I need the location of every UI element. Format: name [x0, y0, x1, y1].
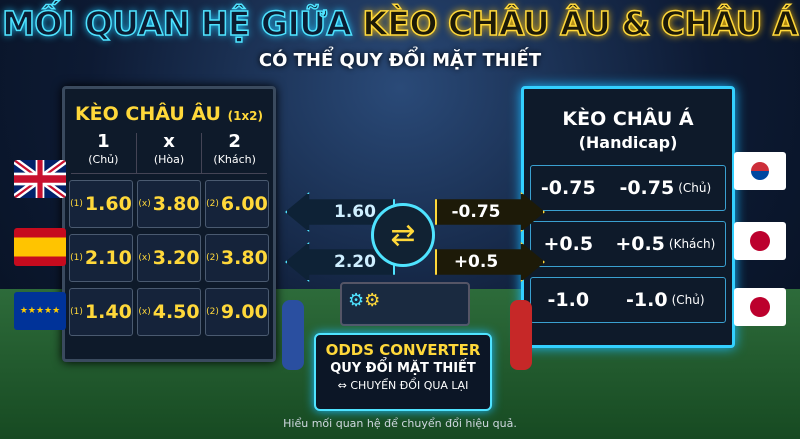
- handicap-row: -1.0 -1.0 (Chủ): [530, 277, 726, 323]
- european-odds-board: KÈO CHÂU ÂU (1x2) 1 (Chủ) x (Hòa) 2 (Khách)…: [62, 86, 276, 362]
- board-title: KÈO CHÂU Á (Handicap): [562, 108, 694, 152]
- odds-cell: (1) 2.10: [69, 234, 133, 282]
- page-title: MỐI QUAN HỆ GIỮA KÈO CHÂU ÂU & CHÂU Á: [1, 3, 799, 44]
- japan-flag-icon: [734, 288, 786, 326]
- handicap-cell: -1.0 (Chủ): [626, 289, 705, 311]
- handicap-cell: +0.5: [543, 233, 594, 255]
- spain-flag-icon: [14, 228, 66, 266]
- odds-cell: (x) 3.20: [137, 234, 201, 282]
- eu-flag-icon: ★★★★★: [14, 292, 66, 330]
- column-header: 1 (Chủ): [71, 133, 137, 173]
- odds-row: (1) 2.10 (x) 3.20 (2) 3.80: [69, 234, 269, 282]
- asian-handicap-board: KÈO CHÂU Á (Handicap) -0.75 -0.75 (Chủ) +0.5…: [521, 86, 735, 348]
- odds-cell: (1) 1.40: [69, 288, 133, 336]
- blue-player-figure: [282, 300, 304, 370]
- odds-row: (1) 1.60 (x) 3.80 (2) 6.00: [69, 180, 269, 228]
- odds-row: (1) 1.40 (x) 4.50 (2) 9.00: [69, 288, 269, 336]
- handicap-cell: +0.5 (Khách): [615, 233, 716, 255]
- odds-cell: (x) 3.80: [137, 180, 201, 228]
- handicap-cell: -0.75 (Chủ): [619, 177, 712, 199]
- handicap-row: -0.75 -0.75 (Chủ): [530, 165, 726, 211]
- gears-formula-icon: ⚙⚙: [340, 282, 470, 326]
- red-player-figure: [510, 300, 532, 370]
- odds-cell: (2) 3.80: [205, 234, 269, 282]
- swap-arrows-icon: ⇄: [371, 203, 435, 267]
- odds-cell: (2) 9.00: [205, 288, 269, 336]
- page-subtitle: CÓ THỂ QUY ĐỔI MẶT THIẾT: [258, 50, 542, 71]
- odds-cell: (2) 6.00: [205, 180, 269, 228]
- south-korea-flag-icon: [734, 152, 786, 190]
- footer-caption: Hiểu mối quan hệ để chuyển đổi hiệu quả.: [283, 417, 517, 430]
- handicap-cell: -1.0: [547, 289, 590, 311]
- odds-cell: (x) 4.50: [137, 288, 201, 336]
- column-headers: 1 (Chủ) x (Hòa) 2 (Khách): [71, 133, 267, 174]
- handicap-cell: -0.75: [540, 177, 596, 199]
- handicap-row: +0.5 +0.5 (Khách): [530, 221, 726, 267]
- column-header: 2 (Khách): [213, 131, 256, 167]
- board-title: KÈO CHÂU ÂU (1x2): [74, 103, 264, 125]
- odds-converter-panel: ODDS CONVERTER QUY ĐỔI MẶT THIẾT ⇔ CHUYỂ…: [314, 333, 492, 411]
- japan-flag-icon: [734, 222, 786, 260]
- column-header: x (Hòa): [137, 133, 203, 173]
- uk-flag-icon: [14, 160, 66, 198]
- odds-cell: (1) 1.60: [69, 180, 133, 228]
